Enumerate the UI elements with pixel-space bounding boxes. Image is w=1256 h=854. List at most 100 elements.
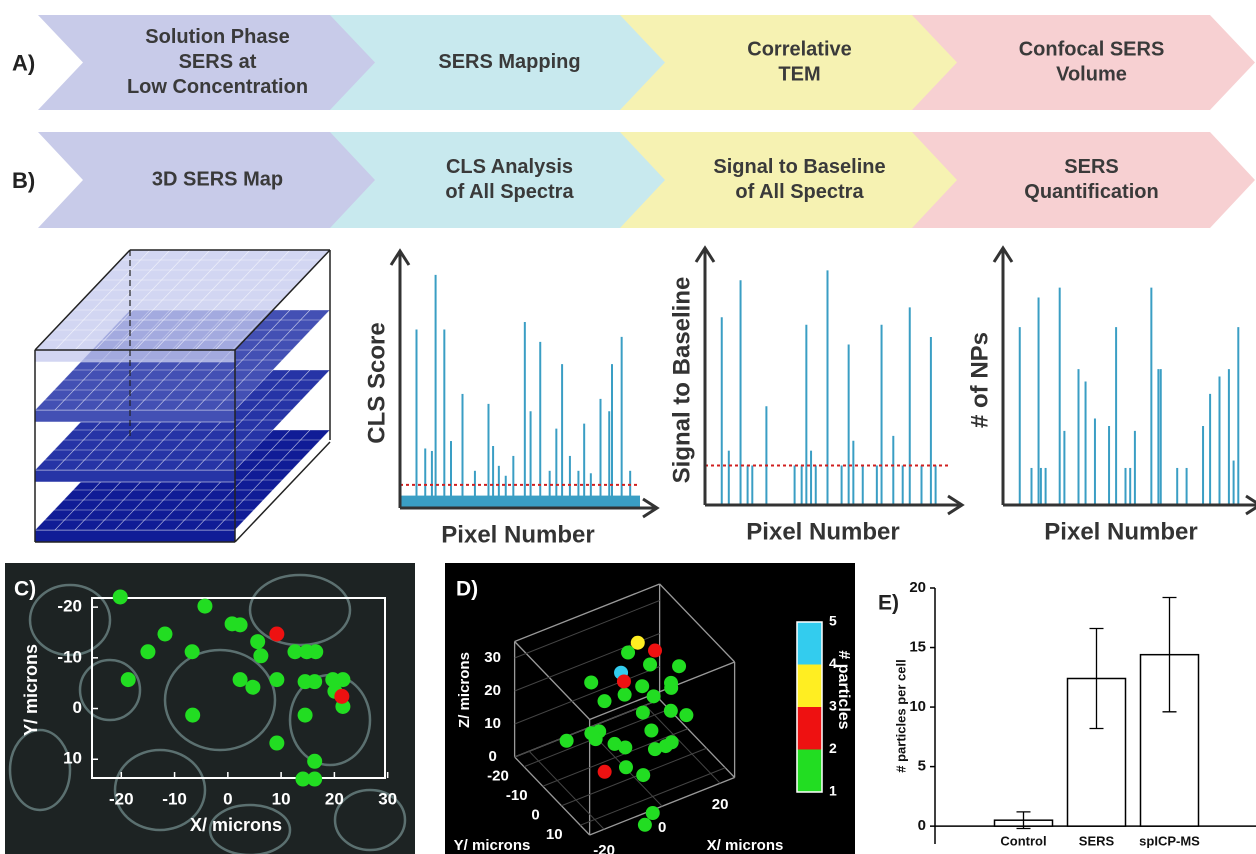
x-tick-label: 20 xyxy=(325,789,344,808)
particle xyxy=(679,708,693,722)
particle xyxy=(140,644,155,659)
step-label: Low Concentration xyxy=(127,76,308,98)
row-label: B) xyxy=(12,168,35,193)
step-label: Quantification xyxy=(1024,181,1158,203)
step-label: SERS at xyxy=(179,51,257,73)
panel-label: C) xyxy=(14,578,36,601)
particle xyxy=(638,818,652,832)
y-tick-label: 10 xyxy=(546,826,563,843)
y-axis-label: Y/ microns xyxy=(454,837,531,854)
particle xyxy=(334,689,349,704)
panel-label: D) xyxy=(456,578,478,601)
step-label: 3D SERS Map xyxy=(152,168,283,190)
particle xyxy=(618,740,632,754)
particle xyxy=(648,644,662,658)
x-tick-label: Control xyxy=(1000,833,1046,848)
figure: A) Solution Phase SERS at Low Concentration… xyxy=(0,0,1256,854)
particle xyxy=(598,694,612,708)
x-tick-label: -20 xyxy=(109,789,134,808)
step-label: of All Spectra xyxy=(445,181,574,203)
y-tick-label: 0 xyxy=(73,698,82,717)
y-tick-label: 15 xyxy=(909,639,926,656)
particle xyxy=(253,648,268,663)
y-tick-label: 10 xyxy=(63,749,82,768)
slab-front xyxy=(35,530,235,542)
z-tick-label: 30 xyxy=(484,649,501,666)
y-tick-label: -20 xyxy=(487,768,509,785)
particle xyxy=(269,736,284,751)
colorbar-tick-label: 5 xyxy=(829,613,837,629)
row-label: A) xyxy=(12,50,35,75)
x-tick-label: 20 xyxy=(712,796,729,813)
x-tick-label: 0 xyxy=(658,819,666,836)
particle xyxy=(157,627,172,642)
x-tick-label: spICP-MS xyxy=(1139,833,1200,848)
step-label: Signal to Baseline xyxy=(713,156,885,178)
particle xyxy=(307,772,322,787)
slab-front xyxy=(35,350,235,362)
particle xyxy=(197,599,212,614)
colorbar-segment xyxy=(797,707,822,750)
x-tick-label: 30 xyxy=(378,789,397,808)
y-axis-label: CLS Score xyxy=(363,322,390,443)
y-axis-label: Signal to Baseline xyxy=(668,277,695,484)
y-tick-label: 10 xyxy=(909,698,926,715)
particle xyxy=(245,680,260,695)
particle xyxy=(307,674,322,689)
panel-label: E) xyxy=(878,592,899,615)
x-axis-label: Pixel Number xyxy=(746,518,899,545)
y-tick-label: -10 xyxy=(57,647,82,666)
colorbar-segment xyxy=(797,665,822,708)
colorbar-segment xyxy=(797,622,822,665)
y-axis-label: Y/ microns xyxy=(21,644,41,736)
particle xyxy=(307,754,322,769)
particle xyxy=(121,672,136,687)
particle xyxy=(584,726,598,740)
particle xyxy=(250,634,265,649)
y-tick-label: 5 xyxy=(918,758,926,775)
particle xyxy=(646,806,660,820)
y-tick-label: -20 xyxy=(57,597,82,616)
z-tick-label: 10 xyxy=(484,715,501,732)
particle xyxy=(617,674,631,688)
particle xyxy=(233,617,248,632)
x-axis-label: X/ microns xyxy=(707,837,784,854)
slab-front xyxy=(35,470,235,482)
x-tick-label: 0 xyxy=(223,789,232,808)
x-axis-label: Pixel Number xyxy=(1044,518,1197,545)
y-tick-label: -10 xyxy=(506,787,528,804)
particle xyxy=(298,708,313,723)
y-axis-label: # particles per cell xyxy=(893,659,908,772)
y-tick-label: 0 xyxy=(531,807,539,824)
slab-front xyxy=(35,410,235,422)
particle xyxy=(269,627,284,642)
particle xyxy=(672,659,686,673)
particle xyxy=(308,644,323,659)
particle xyxy=(636,768,650,782)
particle xyxy=(647,689,661,703)
colorbar-label: # particles xyxy=(835,650,852,729)
step-label: TEM xyxy=(778,63,820,85)
particle xyxy=(618,688,632,702)
particle xyxy=(644,724,658,738)
step-label: of All Spectra xyxy=(735,181,864,203)
z-axis-label: Z/ microns xyxy=(456,652,473,728)
x-axis-label: X/ microns xyxy=(190,815,282,835)
particle xyxy=(621,646,635,660)
colorbar-segment xyxy=(797,750,822,793)
particle xyxy=(665,735,679,749)
x-axis-label: Pixel Number xyxy=(441,521,594,548)
x-tick-label: 10 xyxy=(272,789,291,808)
x-tick-label: -10 xyxy=(162,789,187,808)
particle xyxy=(619,760,633,774)
step-label: Volume xyxy=(1056,63,1127,85)
colorbar-tick-label: 1 xyxy=(829,783,837,799)
x-tick-label: -20 xyxy=(593,842,615,854)
particle xyxy=(664,704,678,718)
x-tick-label: SERS xyxy=(1079,833,1115,848)
z-tick-label: 20 xyxy=(484,682,501,699)
particle xyxy=(233,672,248,687)
particle xyxy=(635,679,649,693)
particle xyxy=(643,658,657,672)
step-label: Solution Phase xyxy=(145,26,289,48)
